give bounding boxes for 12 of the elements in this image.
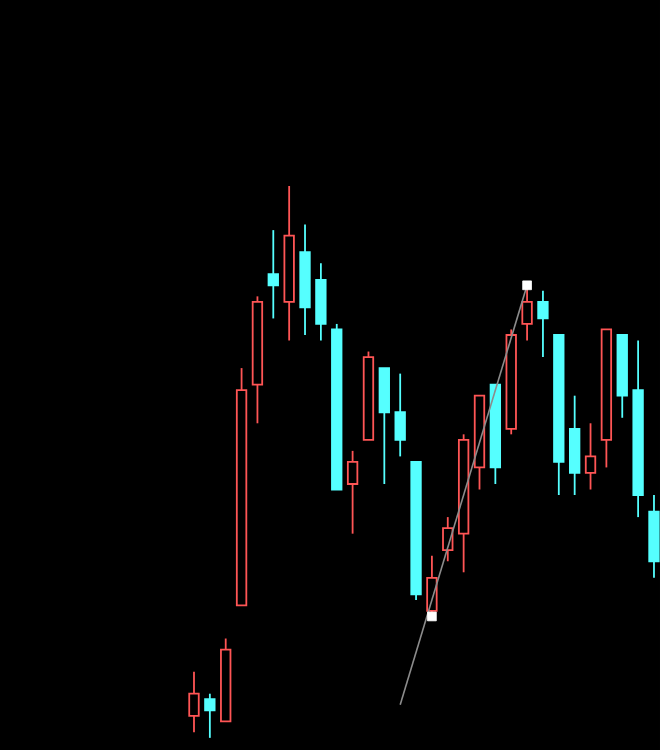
candlestick — [267, 229, 279, 320]
candlestick — [394, 372, 406, 458]
candlestick — [569, 394, 581, 496]
candlestick — [457, 433, 470, 574]
candlestick — [283, 185, 295, 342]
candlestick — [188, 670, 200, 734]
candlestick — [632, 339, 644, 518]
candlestick — [315, 262, 327, 342]
candlestick — [537, 289, 549, 358]
candlestick — [299, 223, 311, 336]
candlestick — [442, 516, 454, 563]
candlestick — [346, 449, 359, 535]
